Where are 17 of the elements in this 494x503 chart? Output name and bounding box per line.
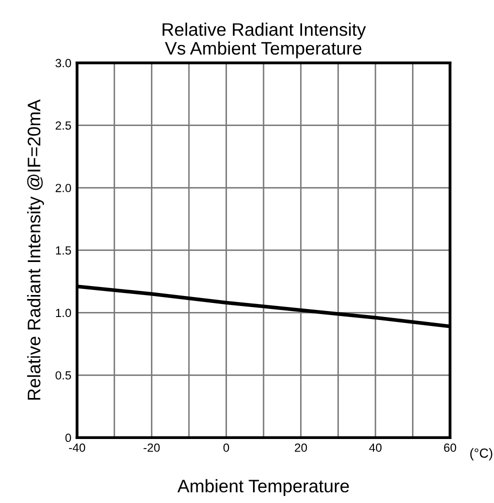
x-tick-label: 60	[444, 443, 456, 452]
y-tick-label: 1.5	[56, 246, 72, 255]
text: (°C)	[470, 448, 492, 460]
x-tick-label: 0	[223, 443, 230, 452]
chart-title: Relative Radiant Intensity Vs Ambient Temperature	[162, 22, 366, 58]
y-tick-label: 1.0	[56, 308, 72, 318]
x-tick-label: -40	[69, 443, 86, 452]
x-tick-label: 20	[294, 443, 307, 452]
y-tick-label: 2.5	[56, 121, 72, 130]
x-tick-label: -20	[144, 443, 160, 452]
y-axis-title: Relative Radiant Intensity @IF=20mA	[27, 99, 44, 400]
y-tick-label: 3.0	[56, 58, 72, 68]
y-tick-label: 0.5	[56, 371, 72, 380]
y-tick-label: 0	[65, 434, 72, 442]
y-tick-label: 2.0	[56, 184, 72, 192]
x-tick-label: 40	[369, 443, 382, 452]
x-axis-title: Ambient Temperature	[177, 479, 349, 496]
